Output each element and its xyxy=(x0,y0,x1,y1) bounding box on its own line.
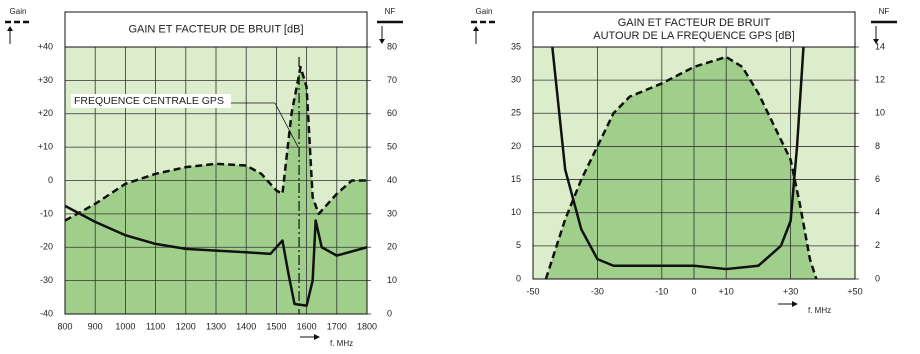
x-tick-label: 800 xyxy=(57,321,72,331)
y-tick-label: -10 xyxy=(40,208,53,218)
legend-arrowhead xyxy=(873,39,879,44)
y-tick-label: 5 xyxy=(516,240,521,250)
y-tick-label: +10 xyxy=(38,142,53,152)
y2-tick-label: 60 xyxy=(387,108,397,118)
x-tick-label: 1200 xyxy=(176,321,196,331)
series-line xyxy=(551,46,805,271)
x-tick-label: -50 xyxy=(526,286,539,296)
y2-tick-label: 0 xyxy=(875,273,880,283)
series-line xyxy=(64,65,367,222)
gain-area xyxy=(545,56,817,279)
y2-tick-label: 10 xyxy=(875,108,885,118)
series-line xyxy=(544,55,818,280)
x-arrowhead xyxy=(792,301,798,307)
title-box xyxy=(532,11,856,48)
y2-tick-label: 4 xyxy=(875,207,880,217)
y-tick-label: +30 xyxy=(38,75,53,85)
legend-label: Gain xyxy=(476,7,493,16)
y2-tick-label: 0 xyxy=(387,308,392,318)
annotation-leader xyxy=(274,102,299,148)
legend-label: Gain xyxy=(10,7,27,16)
legend-label: NF xyxy=(879,7,890,16)
x-tick-label: 1600 xyxy=(297,321,317,331)
y-tick-label: 35 xyxy=(511,41,521,51)
legend-label: NF xyxy=(385,7,396,16)
chart-title: GAIN ET FACTEUR DE BRUIT xyxy=(618,17,771,29)
chart-title: GAIN ET FACTEUR DE BRUIT [dB] xyxy=(128,23,303,35)
y-tick-label: 15 xyxy=(511,174,521,184)
y-tick-label: -20 xyxy=(40,242,53,252)
x-tick-label: 1500 xyxy=(266,321,286,331)
x-axis-label: f. MHz xyxy=(330,339,353,348)
y2-tick-label: 2 xyxy=(875,240,880,250)
y2-tick-label: 70 xyxy=(387,75,397,85)
title-box xyxy=(64,11,368,48)
y2-tick-label: 8 xyxy=(875,141,880,151)
x-tick-label: 1100 xyxy=(146,321,165,331)
annotation: FREQUENCE CENTRALE GPS xyxy=(74,95,224,107)
legend-arrowhead xyxy=(473,26,479,31)
y2-tick-label: 14 xyxy=(875,41,885,51)
y-tick-label: 20 xyxy=(511,141,521,151)
x-tick-label: 900 xyxy=(88,321,103,331)
x-tick-label: 1400 xyxy=(236,321,256,331)
y-tick-label: -40 xyxy=(40,308,53,318)
plot-frame xyxy=(532,46,856,280)
x-tick-label: -30 xyxy=(591,286,604,296)
y2-tick-label: 10 xyxy=(387,275,397,285)
series-line xyxy=(64,204,368,307)
annotation-bg xyxy=(71,94,231,108)
y2-tick-label: 40 xyxy=(387,175,397,185)
y2-tick-label: 30 xyxy=(387,208,397,218)
y-tick-label: +20 xyxy=(38,108,53,118)
y2-tick-label: 6 xyxy=(875,174,880,184)
y-tick-label: 0 xyxy=(48,175,53,185)
x-tick-label: 1000 xyxy=(115,321,135,331)
y-tick-label: -30 xyxy=(40,275,53,285)
y2-tick-label: 20 xyxy=(387,242,397,252)
y2-tick-label: 80 xyxy=(387,41,397,51)
x-arrowhead xyxy=(314,334,320,340)
legend-arrowhead xyxy=(379,39,385,44)
y2-tick-label: 12 xyxy=(875,75,885,85)
legend-arrowhead xyxy=(7,26,13,31)
x-tick-label: 1300 xyxy=(206,321,226,331)
x-tick-label: +30 xyxy=(783,286,798,296)
chart-title: AUTOUR DE LA FREQUENCE GPS [dB] xyxy=(593,30,795,42)
y-tick-label: +40 xyxy=(38,41,53,51)
y2-tick-label: 50 xyxy=(387,142,397,152)
x-tick-label: 1700 xyxy=(327,321,347,331)
x-tick-label: 0 xyxy=(691,286,696,296)
y-tick-label: 0 xyxy=(516,273,521,283)
x-tick-label: -10 xyxy=(655,286,668,296)
y-tick-label: 25 xyxy=(511,108,521,118)
y-tick-label: 30 xyxy=(511,75,521,85)
y-tick-label: 10 xyxy=(511,207,521,217)
x-tick-label: +50 xyxy=(847,286,862,296)
x-tick-label: 1800 xyxy=(357,321,377,331)
x-tick-label: +10 xyxy=(719,286,734,296)
plot-frame xyxy=(64,46,368,315)
x-axis-label: f. MHz xyxy=(808,306,831,315)
